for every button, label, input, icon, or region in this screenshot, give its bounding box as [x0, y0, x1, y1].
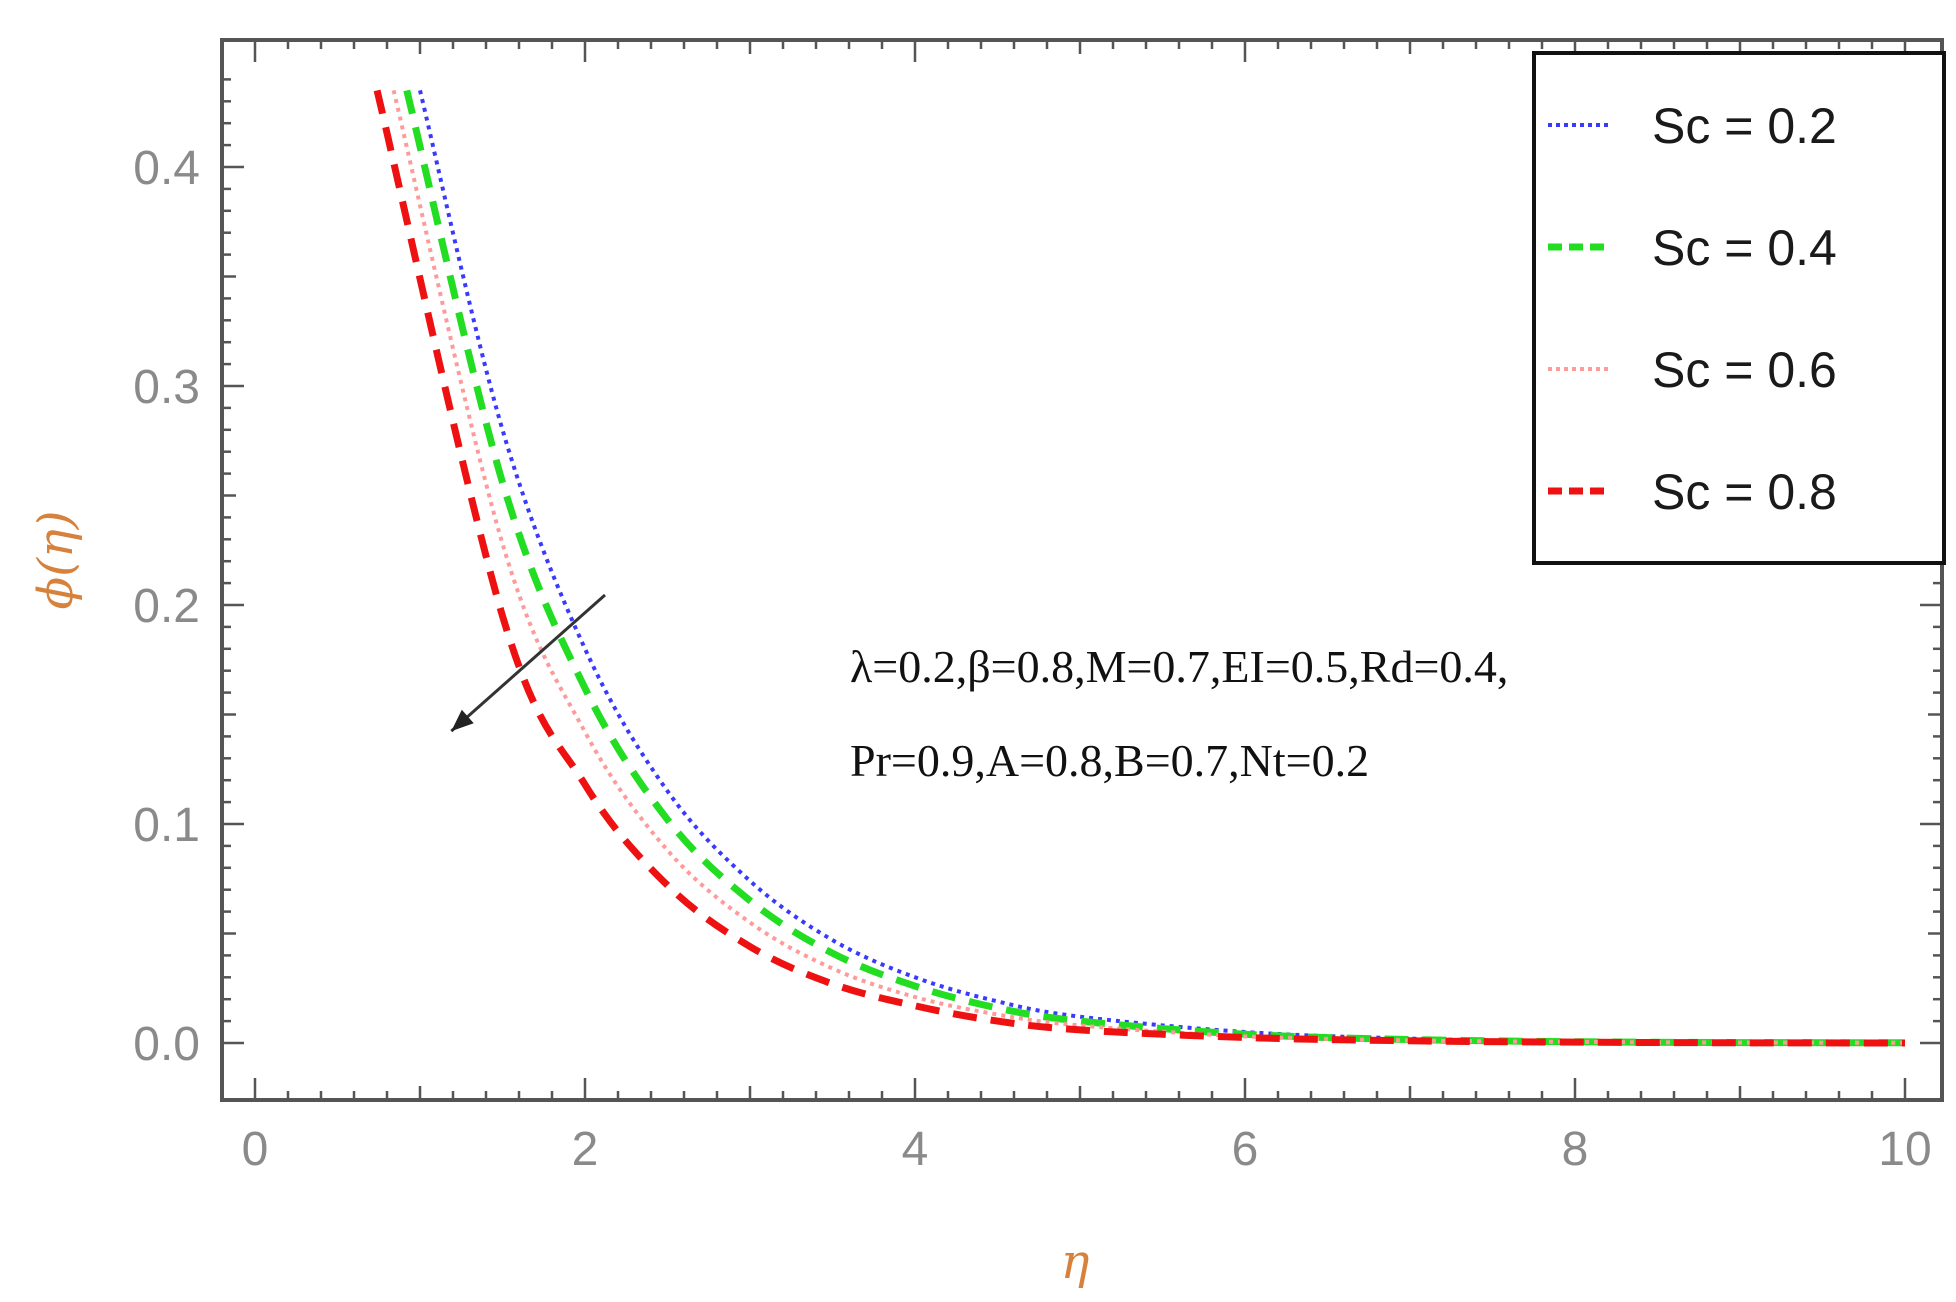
legend-label-2: Sc = 0.4 [1652, 220, 1837, 276]
x-tick-label: 4 [902, 1123, 929, 1176]
annotation-line-2: Pr=0.9,A=0.8,B=0.7,Nt=0.2 [850, 735, 1369, 786]
legend-box [1532, 51, 1946, 565]
y-tick-label: 0.0 [133, 1018, 200, 1071]
series-lines [373, 89, 1906, 1047]
arrow-head [451, 709, 474, 732]
parameter-annotation: λ=0.2,β=0.8,M=0.7,EI=0.5,Rd=0.4, Pr=0.9,… [850, 641, 1508, 786]
y-tick-label: 0.3 [133, 361, 200, 414]
x-tick-label: 8 [1562, 1123, 1589, 1176]
trend-arrow [450, 593, 606, 733]
tick-labels: 0 2 4 6 8 10 0.0 0.1 0.2 0.3 0.4 [133, 142, 1931, 1176]
x-tick-label: 6 [1232, 1123, 1259, 1176]
y-tick-label: 0.2 [133, 580, 200, 633]
series-line-3 [391, 89, 1906, 1045]
series-line-2 [403, 89, 1906, 1047]
x-tick-label: 10 [1878, 1123, 1931, 1176]
series-line-4 [373, 89, 1906, 1047]
legend-label-1: Sc = 0.2 [1652, 98, 1837, 154]
x-tick-label: 2 [572, 1123, 599, 1176]
y-tick-label: 0.4 [133, 142, 200, 195]
y-tick-label: 0.1 [133, 799, 200, 852]
plot-frame-rect [220, 38, 1944, 1102]
legend-label-3: Sc = 0.6 [1652, 342, 1837, 398]
series-line-1 [418, 89, 1906, 1045]
y-axis-label: ϕ(η) [28, 511, 84, 610]
legend: Sc = 0.2 Sc = 0.4 Sc = 0.6 Sc = 0.8 [1532, 51, 1946, 565]
legend-label-4: Sc = 0.8 [1652, 464, 1837, 520]
legend-items: Sc = 0.2 Sc = 0.4 Sc = 0.6 Sc = 0.8 [1548, 98, 1837, 520]
x-tick-label: 0 [242, 1123, 269, 1176]
annotation-line-1: λ=0.2,β=0.8,M=0.7,EI=0.5,Rd=0.4, [850, 641, 1508, 692]
x-axis-label: η [1061, 1234, 1090, 1290]
plot-frame [220, 38, 1944, 1102]
arrow-shaft [450, 593, 606, 733]
